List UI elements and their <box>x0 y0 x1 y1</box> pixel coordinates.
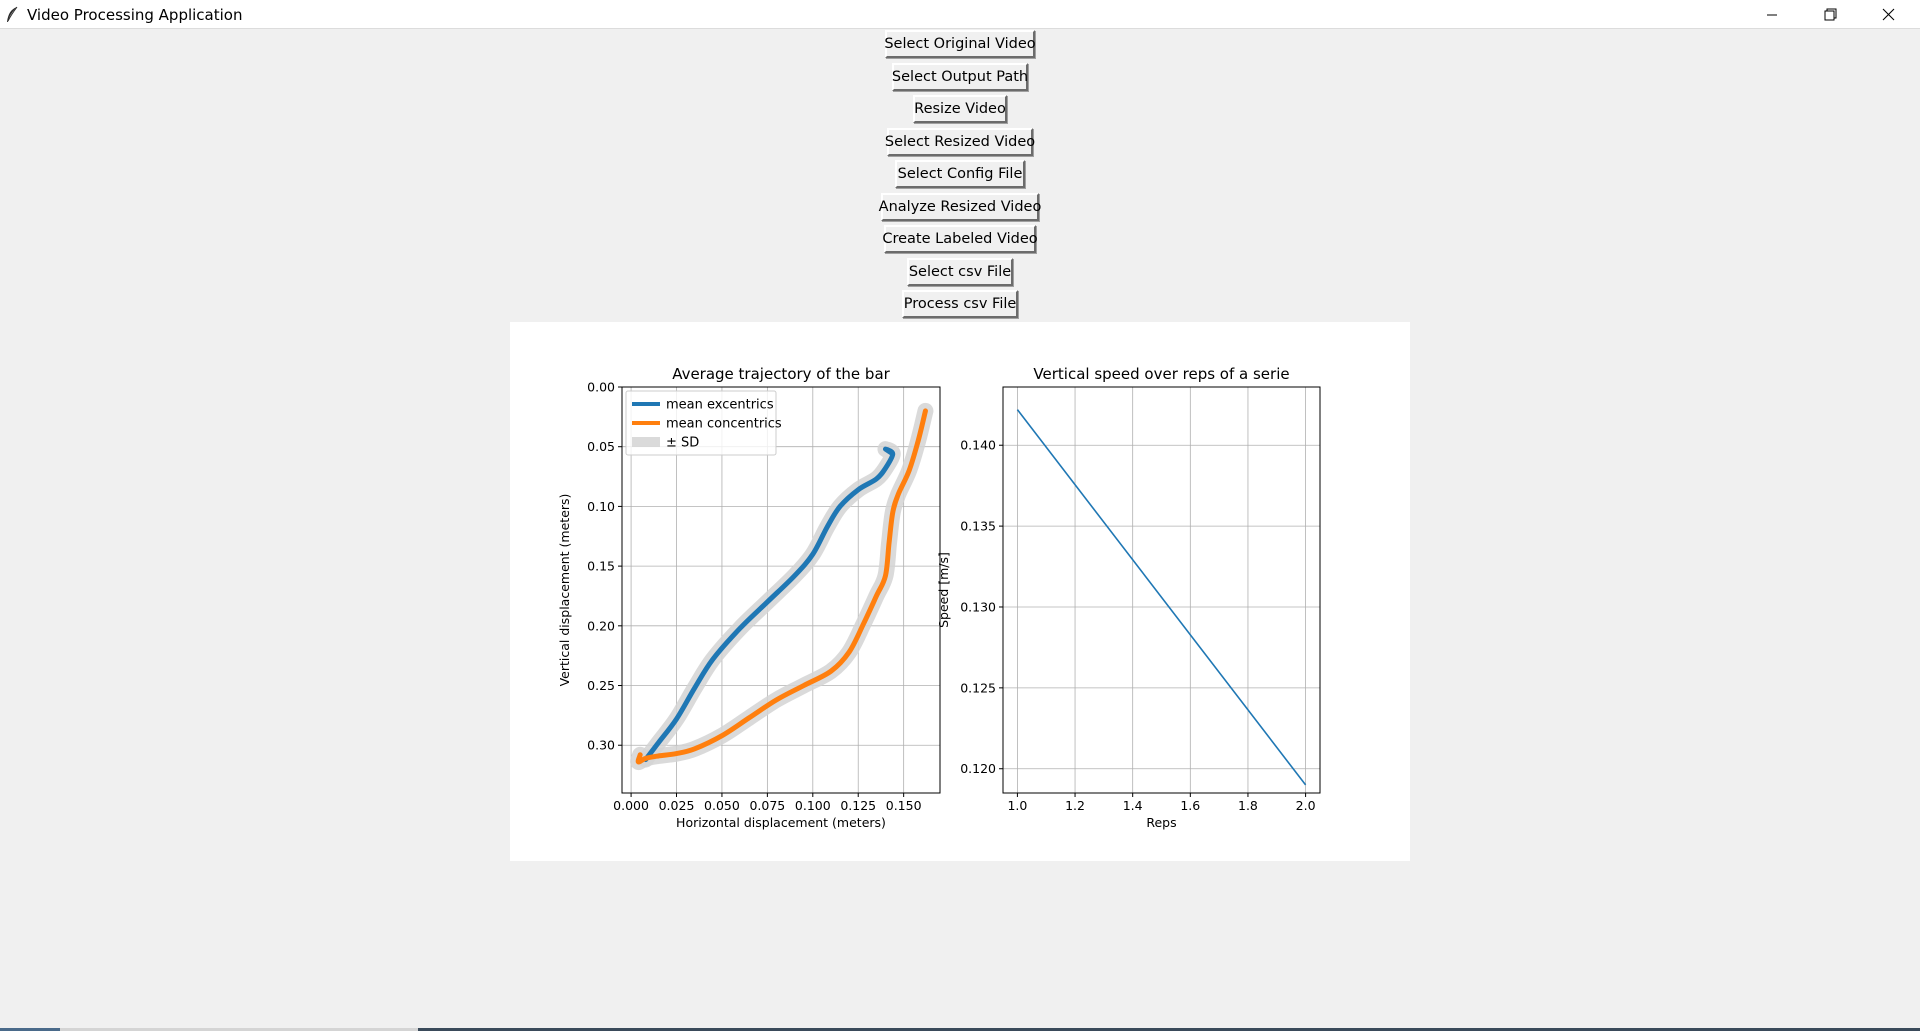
x-tick-label: 0.150 <box>886 798 922 813</box>
legend-box <box>625 390 777 456</box>
title-bar[interactable]: Video Processing Application <box>0 0 1920 29</box>
plot-frame <box>1002 386 1321 794</box>
y-tick-label: 0.25 <box>587 678 615 693</box>
minimize-icon <box>1767 14 1777 15</box>
y-tick-label: 0.135 <box>960 519 996 534</box>
select-original-video-button[interactable]: Select Original Video <box>884 30 1036 58</box>
figure-canvas: 0.000 0.025 0.050 0.075 0.100 0.125 0.150 0.00 0… <box>557 365 1321 830</box>
x-axis-label: Horizontal displacement (meters) <box>676 815 886 830</box>
x-tick-label: 0.025 <box>659 798 695 813</box>
x-tick-label: 0.050 <box>704 798 740 813</box>
y-tick-label: 0.140 <box>960 438 996 453</box>
window-title: Video Processing Application <box>27 6 243 24</box>
select-config-file-button[interactable]: Select Config File <box>895 160 1025 188</box>
legend-swatch <box>632 437 660 447</box>
select-resized-video-button[interactable]: Select Resized Video <box>885 128 1035 156</box>
x-tick-label: 1.0 <box>1007 798 1027 813</box>
mean-concentrics-line <box>635 408 928 765</box>
feather-icon <box>7 6 18 22</box>
y-tick-label: 0.30 <box>587 738 615 753</box>
speed-chart <box>999 386 1321 797</box>
chart-title: Vertical speed over reps of a serie <box>1033 365 1289 383</box>
select-csv-file-button[interactable]: Select csv File <box>907 258 1013 286</box>
y-tick-label: 0.20 <box>587 618 615 633</box>
y-axis-label: Speed [m/s] <box>936 552 951 628</box>
analyze-resized-video-button[interactable]: Analyze Resized Video <box>879 193 1041 221</box>
x-tick-label: 1.6 <box>1180 798 1200 813</box>
y-tick-label: 0.10 <box>587 499 615 514</box>
legend-label: mean concentrics <box>666 417 782 432</box>
x-tick-label: 0.075 <box>749 798 785 813</box>
select-output-path-button[interactable]: Select Output Path <box>892 63 1028 91</box>
create-labeled-video-button[interactable]: Create Labeled Video <box>882 225 1038 253</box>
close-button[interactable] <box>1860 0 1916 29</box>
y-tick-label: 0.125 <box>960 680 996 695</box>
y-tick-label: 0.120 <box>960 761 996 776</box>
x-tick-label: 1.4 <box>1123 798 1143 813</box>
x-axis-label: Reps <box>1146 815 1176 830</box>
y-tick-label: 0.130 <box>960 599 996 614</box>
restore-button[interactable] <box>1802 0 1858 29</box>
resize-video-button[interactable]: Resize Video <box>913 95 1007 123</box>
matplotlib-figure: 0.000 0.025 0.050 0.075 0.100 0.125 0.150 0.00 0… <box>510 322 1410 861</box>
plot-frame <box>621 386 941 794</box>
bottom-edge <box>0 1028 1920 1031</box>
legend-label: ± SD <box>666 436 699 451</box>
close-icon <box>1882 8 1894 21</box>
y-axis-label: Vertical displacement (meters) <box>557 494 572 687</box>
restore-icon <box>1824 8 1836 21</box>
x-tick-label: 0.100 <box>795 798 831 813</box>
trajectory-chart <box>618 386 941 797</box>
x-tick-label: 0.000 <box>613 798 649 813</box>
y-tick-label: 0.00 <box>587 380 615 395</box>
y-tick-label: 0.15 <box>587 559 615 574</box>
x-tick-label: 0.125 <box>840 798 876 813</box>
legend-label: mean excentrics <box>666 398 774 413</box>
y-tick-label: 0.05 <box>587 439 615 454</box>
speed-line <box>1016 409 1307 786</box>
x-tick-label: 1.8 <box>1238 798 1258 813</box>
mean-excentrics-line <box>643 446 896 763</box>
x-tick-label: 1.2 <box>1065 798 1085 813</box>
chart-title: Average trajectory of the bar <box>672 365 890 383</box>
minimize-button[interactable] <box>1744 0 1800 29</box>
process-csv-file-button[interactable]: Process csv File <box>902 290 1018 318</box>
x-tick-label: 2.0 <box>1296 798 1316 813</box>
